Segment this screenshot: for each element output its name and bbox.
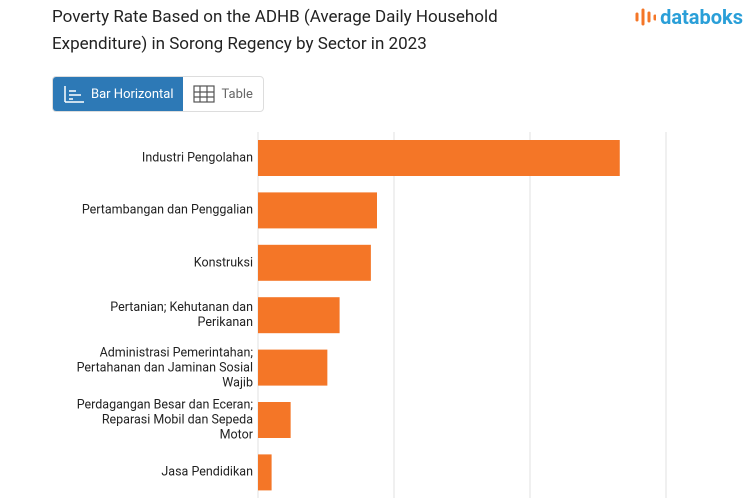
bar-button[interactable]: Bar Horizontal [53,77,184,111]
logo-text: databoks [660,5,743,29]
table-button-label: Table [221,86,253,102]
bar-button-label: Bar Horizontal [91,86,174,102]
view-toggle: Bar Horizontal Table [52,76,264,112]
bar [258,349,328,386]
logo: databoks [634,5,743,29]
category-label: Pertanian; Kehutanan dan Perikanan [110,300,253,331]
bar [258,297,340,334]
table-button[interactable]: Table [183,77,262,111]
category-label: Pertambangan dan Penggalian [81,202,253,218]
bar [258,140,620,176]
table-icon [193,85,216,103]
bar [258,454,272,491]
bar [258,402,291,438]
bar [258,192,377,229]
bar [258,244,371,281]
category-label: Jasa Pendidikan [161,464,253,480]
chart-title: Poverty Rate Based on the ADHB (Average … [52,7,498,54]
bar-icon [64,86,84,103]
category-label: Perdagangan Besar dan Eceran; Reparasi M… [76,397,253,443]
category-label: Konstruksi [193,255,253,271]
category-label: Administrasi Pemerintahan; Pertahanan da… [76,345,253,391]
logo-icon [635,8,657,26]
category-label: Industri Pengolahan [141,150,253,166]
